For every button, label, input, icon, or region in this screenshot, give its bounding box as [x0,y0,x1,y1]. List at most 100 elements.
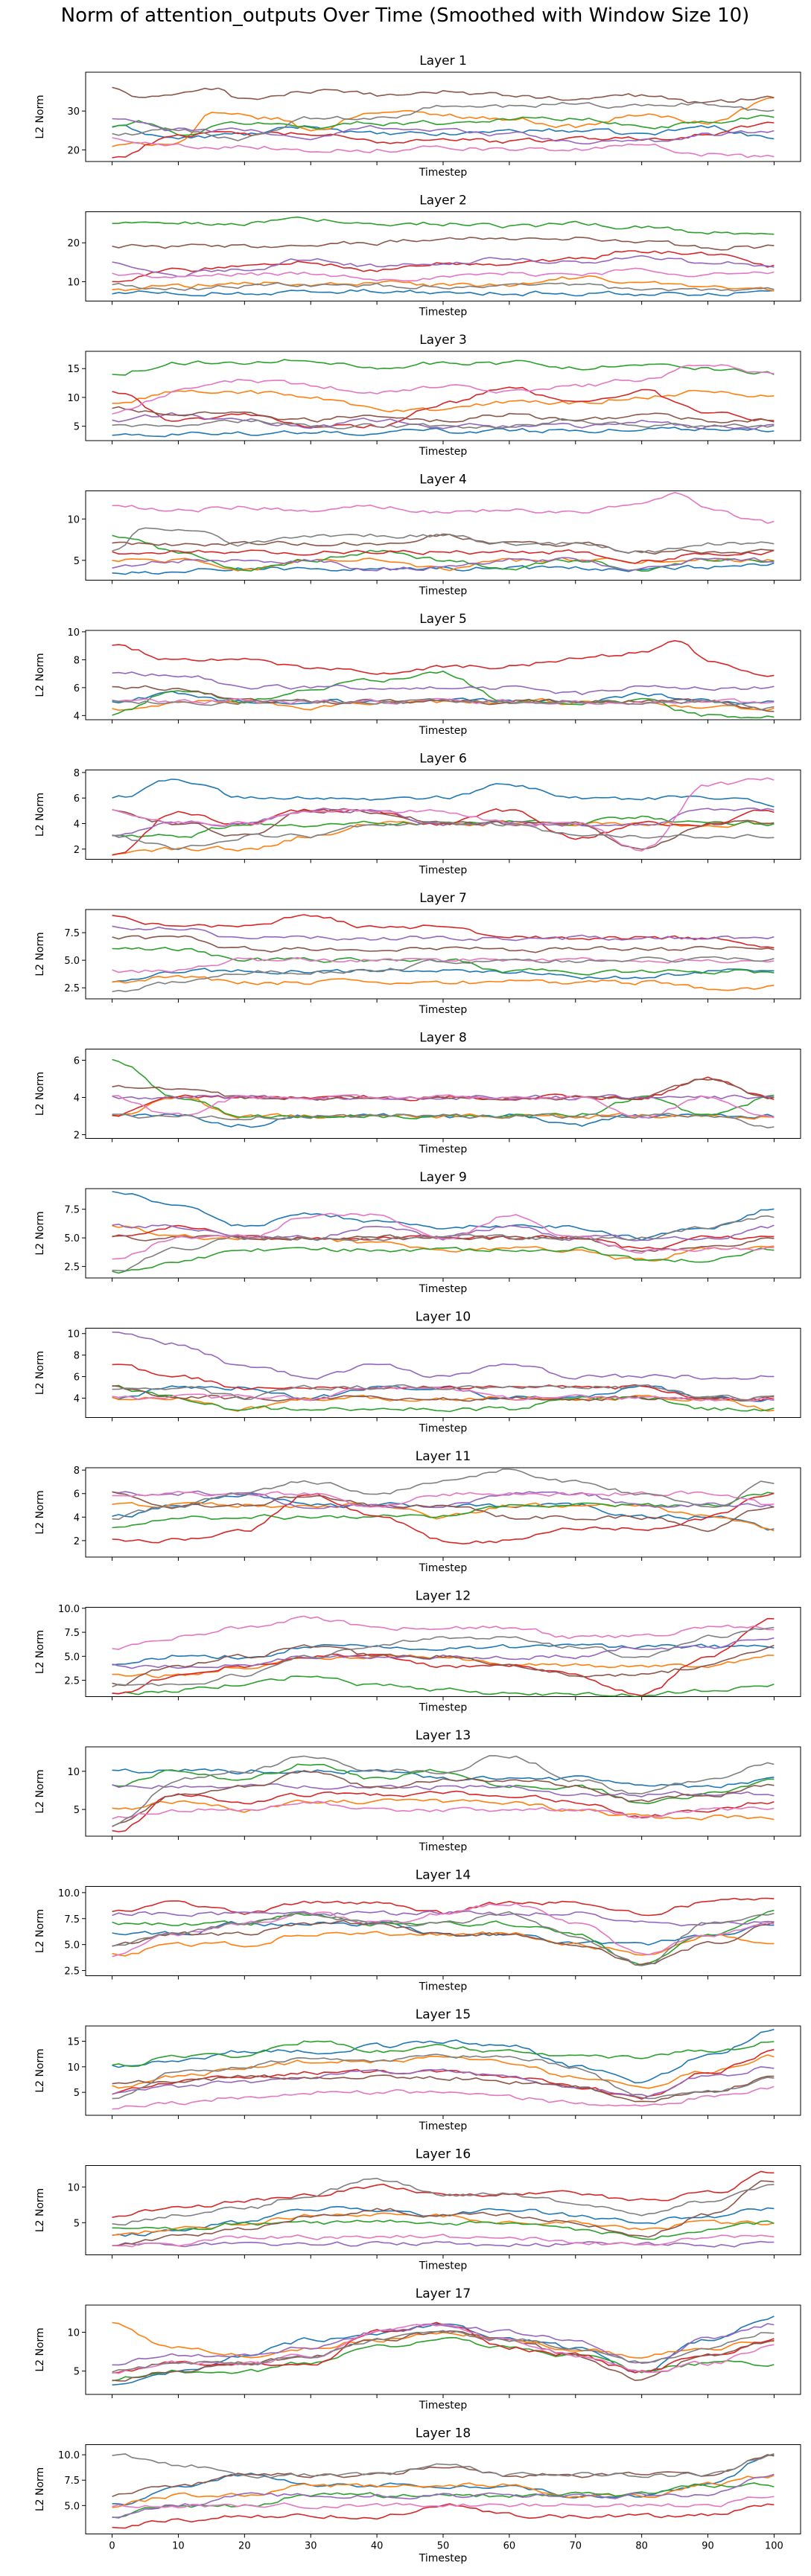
subplot-layer-4: Layer 4 Timestep 5 10 [67,473,801,598]
series-line [112,359,775,376]
series-line [112,216,775,235]
series-line [112,1468,775,1521]
x-tick-label: 100 [765,2541,783,2552]
series-line [112,956,775,993]
x-axis-label: Timestep [419,1702,468,1714]
x-axis-label: Timestep [419,2553,468,2565]
y-tick-label: 6 [74,1056,80,1067]
subplot-title: Layer 13 [416,1728,471,1743]
series-line [112,282,775,292]
y-tick-label: 4 [74,1512,80,1524]
series-line [112,2054,775,2100]
series-line [112,364,775,415]
y-tick-label: 4 [74,819,80,831]
subplot-layer-18: Layer 18 0 10 20 30 40 50 60 70 80 90 100 Timestep 5.… [34,2426,801,2565]
y-tick-label: 5 [74,556,80,567]
series-line [112,1637,775,1669]
y-axis-label: L2 Norm [34,2467,46,2511]
series-line [112,2170,775,2218]
y-tick-label: 2.5 [64,1676,80,1687]
series-line [112,1783,775,1797]
subplot-title: Layer 6 [419,752,467,767]
series-line [112,1094,775,1119]
x-axis-label: Timestep [419,2260,468,2272]
series-line [112,1078,775,1101]
figure-title: Norm of attention_outputs Over Time (Smo… [61,4,750,27]
y-tick-label: 5.0 [64,1233,80,1244]
subplot-title: Layer 8 [419,1031,467,1046]
axes-frame [85,909,801,1000]
x-axis-label: Timestep [419,865,468,877]
series-line [112,124,775,140]
series-line [112,2315,775,2386]
x-tick-label: 60 [503,2541,516,2552]
y-tick-label: 5.0 [64,956,80,967]
series-line [112,1501,775,1532]
y-tick-label: 5.0 [64,1652,80,1663]
series-line [112,2240,775,2248]
x-axis-label: Timestep [419,167,468,179]
y-tick-label: 7.5 [64,1205,80,1216]
series-line [112,97,775,147]
y-tick-label: 20 [67,238,80,249]
y-tick-label: 7.5 [64,1628,80,1639]
subplot-layer-6: Layer 6 Timestep 2 4 6 8 L2 Norm [34,752,801,877]
y-tick-label: 10 [67,1329,80,1340]
series-line [112,2086,775,2110]
x-tick-label: 10 [172,2541,185,2552]
series-line [112,406,775,424]
y-tick-label: 8 [74,1351,80,1362]
y-tick-label: 15 [67,2037,80,2048]
x-tick-label: 30 [305,2541,317,2552]
series-line [112,1675,775,1697]
series-line [112,2330,775,2373]
series-line [112,1626,775,1687]
series-line [112,557,775,572]
series-line [112,2453,775,2479]
y-tick-label: 5.0 [64,1940,80,1952]
x-axis-label: Timestep [419,1981,468,1993]
series-line [112,386,775,429]
series-line [112,2065,775,2097]
y-tick-label: 2 [74,1536,80,1547]
series-line [112,1643,775,1666]
subplot-layer-9: Layer 9 Timestep 2.5 5.0 7.5 L2 Norm [34,1170,801,1295]
series-line [112,1223,775,1241]
series-line [112,777,775,852]
series-line [112,1384,775,1413]
y-tick-label: 7.5 [64,1914,80,1925]
series-line [112,2048,775,2100]
x-tick-label: 90 [702,2541,714,2552]
series-line [112,821,775,851]
y-tick-label: 6 [74,1489,80,1500]
series-line [112,389,775,413]
y-axis-label: L2 Norm [34,1909,46,1953]
y-axis-label: L2 Norm [34,2188,46,2232]
series-line [112,491,775,524]
x-axis-label: Timestep [419,1283,468,1295]
x-tick-label: 50 [437,2541,450,2552]
subplot-title: Layer 2 [419,194,467,208]
series-line [112,557,775,572]
y-tick-label: 10 [67,393,80,404]
y-axis-label: L2 Norm [34,1490,46,1534]
subplot-layer-17: Layer 17 Timestep 5 10 L2 Norm [34,2286,801,2412]
series-line [112,1770,775,1827]
x-axis-label: Timestep [419,586,468,598]
series-line [112,2323,775,2366]
y-axis-label: L2 Norm [34,793,46,837]
series-line [112,974,775,991]
series-line [112,1215,775,1272]
subplot-layer-7: Layer 7 Timestep 2.5 5.0 7.5 L2 Norm [34,891,801,1016]
axes-frame [85,2304,801,2395]
series-line [112,2180,775,2246]
y-axis-label: L2 Norm [34,653,46,697]
series-line [112,115,775,136]
x-axis-label: Timestep [419,1004,468,1016]
series-line [112,1763,775,1805]
y-tick-label: 6 [74,793,80,805]
series-line [112,1920,775,1966]
x-axis-label: Timestep [419,446,468,458]
series-line [112,1096,775,1120]
subplot-title: Layer 9 [419,1170,467,1185]
